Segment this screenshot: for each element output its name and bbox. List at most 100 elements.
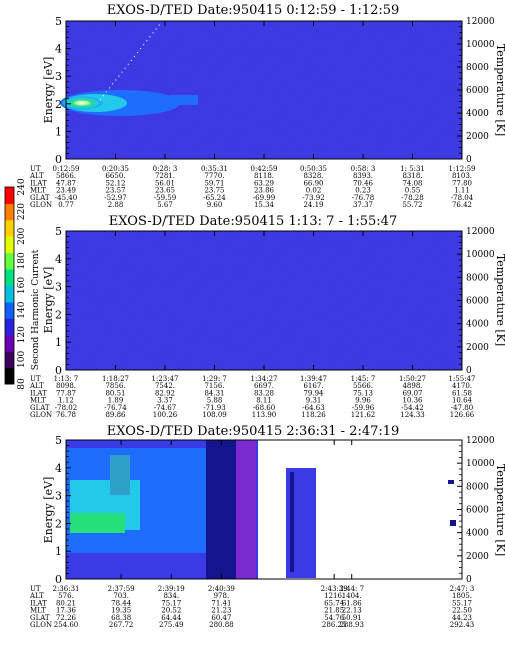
y-tick-label: 0: [55, 153, 62, 166]
panel-1-title: EXOS-D/TED Date:950415 0:12:59 - 1:12:59: [107, 3, 400, 18]
y2-tick-label: 6000: [466, 86, 489, 96]
panel-3-purple-strip: [236, 440, 256, 579]
colorbar-swatch: [5, 301, 14, 319]
y2-tick-label: 4000: [466, 109, 489, 119]
table-cell: 80.21: [56, 599, 76, 607]
table-cell: 10.36: [402, 397, 423, 405]
table-cell: 20.52: [161, 607, 181, 615]
table-cell: 78.44: [111, 599, 132, 607]
table-cell: 82.92: [155, 389, 175, 397]
table-cell: 1:34:27: [251, 375, 278, 383]
table-cell: 1216.: [324, 592, 344, 600]
table-cell: 0:20:35: [102, 165, 129, 173]
colorbar-swatch: [5, 269, 14, 286]
table-cell: 7542.: [155, 382, 175, 390]
y2-tick-label: 4000: [466, 320, 489, 330]
table-row-label: UT: [30, 585, 41, 593]
table-cell: 0:35:31: [201, 165, 228, 173]
table-row-label: ALT: [29, 382, 44, 390]
y-tick-label: 2: [55, 308, 62, 321]
y2-tick-label: 6000: [466, 297, 489, 307]
table-cell: 77.80: [452, 179, 472, 187]
table-cell: 84.31: [204, 389, 224, 397]
table-cell: 5566.: [353, 382, 373, 390]
panel-2-axes: 0 1 2 3 4 5 0 2000 4000 6000 8000 10000 12000: [55, 225, 495, 377]
table-cell: -59.96: [352, 404, 375, 412]
table-row-label: GLON: [30, 621, 52, 629]
panel-3-y2label: Temperature [K]: [494, 464, 505, 556]
table-cell: 55.17: [452, 599, 472, 607]
panel-3-teal-patch: [110, 455, 130, 495]
table-cell: 10.64: [452, 397, 473, 405]
colorbar-swatches: [5, 187, 14, 385]
table-cell: -65.24: [203, 194, 226, 202]
table-cell: 2:39:19: [158, 585, 185, 593]
y2-tick-label: 12000: [466, 436, 495, 446]
table-cell: -69.99: [253, 194, 275, 202]
table-row-label: MLT: [30, 607, 46, 615]
table-row-label: ILAT: [30, 599, 47, 607]
table-cell: 2:47: 3: [450, 585, 475, 593]
table-row-label: GLON: [30, 201, 52, 209]
y-tick-label: 3: [55, 70, 62, 83]
y-tick-label: 4: [55, 43, 62, 56]
table-cell: -68.60: [253, 404, 275, 412]
table-cell: 0:12:59: [53, 165, 80, 173]
table-cell: 17.36: [56, 607, 77, 615]
table-cell: 5866.: [56, 172, 76, 180]
table-cell: 126.66: [450, 411, 475, 419]
table-cell: 50.91: [342, 614, 362, 622]
table-cell: 79.94: [303, 389, 324, 397]
table-cell: 703.: [113, 592, 129, 600]
table-cell: 2:40:39: [208, 585, 235, 593]
table-cell: 254.60: [54, 621, 79, 629]
table-cell: 80.51: [105, 389, 125, 397]
table-cell: 64.44: [161, 614, 182, 622]
colorbar-swatch: [5, 318, 14, 336]
table-cell: 6167.: [303, 382, 323, 390]
table-cell: 0.23: [355, 187, 371, 195]
table-cell: 7156.: [204, 382, 224, 390]
table-cell: 19.35: [111, 607, 131, 615]
colorbar-frame: [4, 186, 15, 385]
table-cell: 576.: [58, 592, 74, 600]
table-row-label: ILAT: [30, 389, 47, 397]
table-cell: 23.86: [254, 187, 275, 195]
y-tick-label: 3: [55, 281, 62, 294]
table-cell: 75.13: [353, 389, 373, 397]
y-tick-label: 5: [55, 434, 62, 447]
panel-3: EXOS-D/TED Date:950415 2:36:31 - 2:47:19…: [29, 424, 505, 629]
table-cell: -73.92: [302, 194, 324, 202]
table-cell: 21.23: [211, 607, 231, 615]
panel-3-mid-column-edge: [290, 472, 294, 572]
table-cell: 286.25: [322, 621, 347, 629]
colorbar-tick-label: 100: [17, 351, 27, 368]
panel-2-title: EXOS-D/TED Date:950415 1:13: 7 - 1:55:47: [109, 214, 397, 229]
y2-tick-label: 8000: [466, 63, 489, 73]
table-cell: 1:39:47: [300, 375, 327, 383]
colorbar-swatch: [5, 334, 14, 352]
table-cell: 1:50:27: [399, 375, 426, 383]
table-row-label: GLAT: [30, 614, 50, 622]
table-cell: 124.33: [400, 411, 425, 419]
colorbar-swatch: [5, 367, 14, 385]
table-cell: 24.19: [303, 201, 323, 209]
table-cell: 1:13: 7: [54, 375, 79, 383]
table-cell: -74.67: [154, 404, 176, 412]
table-cell: 0.55: [405, 187, 421, 195]
y2-tick-label: 12000: [466, 17, 495, 27]
colorbar-ticks: 80 100 120 140 160 180 200 220 240: [17, 178, 27, 390]
table-cell: 22.50: [452, 607, 472, 615]
table-cell: 9.31: [306, 397, 322, 405]
table-cell: -76.74: [104, 404, 127, 412]
panel-3-green-band: [70, 513, 125, 533]
table-cell: -78.02: [55, 404, 77, 412]
panel-1-dotted-streak: [99, 23, 161, 101]
panel-3-features: [66, 440, 456, 579]
table-cell: 15.34: [254, 201, 275, 209]
table-cell: 0.02: [306, 187, 322, 195]
table-cell: 1:12:59: [449, 165, 476, 173]
